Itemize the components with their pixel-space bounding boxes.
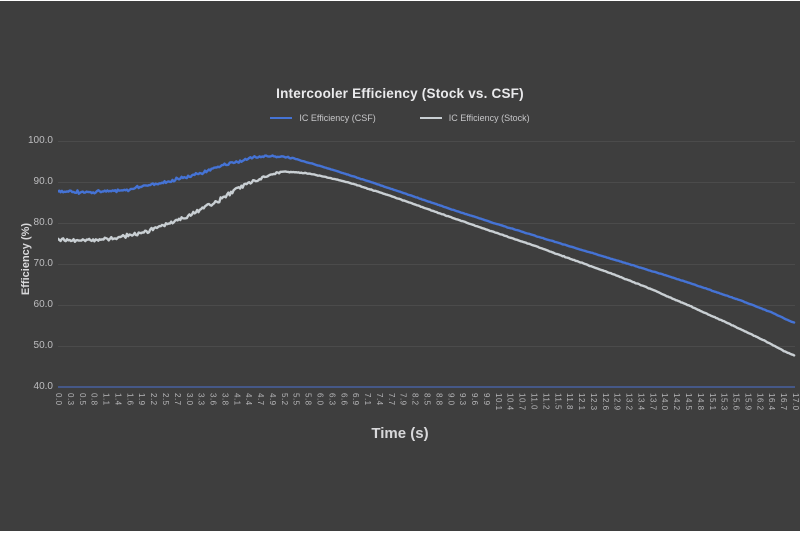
x-tick-label: 16.7 xyxy=(779,393,789,411)
csf-line-swatch xyxy=(270,117,293,119)
x-tick-label: 4.7 xyxy=(256,393,266,406)
x-tick-label: 8.8 xyxy=(434,393,444,406)
x-tick-label: 14.0 xyxy=(660,393,670,411)
y-tick-label: 90.0 xyxy=(33,176,53,187)
x-tick-label: 12.1 xyxy=(577,393,587,411)
x-tick-label: 7.7 xyxy=(386,393,396,406)
x-tick-label: 7.9 xyxy=(398,393,408,406)
x-axis-title: Time (s) xyxy=(371,425,429,442)
x-tick-label: 6.9 xyxy=(351,393,361,406)
x-tick-label: 10.7 xyxy=(517,393,527,411)
x-tick-label: 8.5 xyxy=(422,393,432,406)
y-tick-label: 40.0 xyxy=(33,381,53,392)
legend-item-csf: IC Efficiency (CSF) xyxy=(270,113,376,123)
y-tick-label: 50.0 xyxy=(33,340,53,351)
x-tick-label: 11.5 xyxy=(553,393,563,410)
x-tick-label: 4.4 xyxy=(244,393,254,406)
x-tick-label: 2.2 xyxy=(149,393,159,406)
x-tick-label: 0.0 xyxy=(54,393,63,406)
x-tick-label: 7.4 xyxy=(374,393,384,406)
x-tick-label: 11.0 xyxy=(529,393,539,410)
x-tick-label: 12.6 xyxy=(600,393,610,411)
x-tick-label: 4.9 xyxy=(267,393,277,406)
x-tick-label: 11.2 xyxy=(541,393,551,410)
x-tick-label: 3.8 xyxy=(220,393,230,406)
x-tick-label: 14.2 xyxy=(672,393,682,411)
x-tick-label: 15.9 xyxy=(743,393,753,411)
x-tick-label: 10.4 xyxy=(505,393,515,411)
x-tick-label: 6.0 xyxy=(315,393,325,406)
legend: IC Efficiency (CSF) IC Efficiency (Stock… xyxy=(0,110,800,126)
x-tick-label: 5.8 xyxy=(303,393,313,406)
x-tick-label: 17.0 xyxy=(791,393,800,411)
x-tick-label: 14.8 xyxy=(695,393,705,411)
x-tick-label: 16.4 xyxy=(767,393,777,411)
chart-title: Intercooler Efficiency (Stock vs. CSF) xyxy=(276,86,524,101)
x-tick-label: 3.6 xyxy=(208,393,218,406)
legend-label-stock: IC Efficiency (Stock) xyxy=(448,113,530,123)
x-tick-label: 9.9 xyxy=(481,393,491,406)
x-tick-label: 1.9 xyxy=(137,393,147,406)
top-frame-edge xyxy=(0,0,800,1)
x-tick-label: 2.7 xyxy=(172,393,182,406)
x-tick-label: 5.2 xyxy=(279,393,289,406)
x-tick-label: 0.5 xyxy=(77,393,87,406)
x-tick-label: 13.7 xyxy=(648,393,658,411)
x-tick-labels: 0.0 0.3 0.5 0.8 1.1 1.4 1.6 1.9 2.2 2.5 2.7 3.0 3.3 3… xyxy=(54,392,800,424)
x-tick-label: 7.1 xyxy=(363,393,373,406)
legend-item-stock: IC Efficiency (Stock) xyxy=(419,113,530,123)
x-tick-label: 2.5 xyxy=(160,393,170,406)
y-tick-label: 70.0 xyxy=(33,258,53,269)
x-tick-label: 10.1 xyxy=(493,393,503,411)
x-tick-label: 3.3 xyxy=(196,393,206,406)
y-tick-label: 80.0 xyxy=(33,217,53,228)
x-tick-label: 8.2 xyxy=(410,393,420,406)
bottom-frame-edge xyxy=(0,531,800,533)
x-tick-label: 9.3 xyxy=(458,393,468,406)
plot-area xyxy=(58,141,796,388)
x-tick-label: 14.5 xyxy=(684,393,694,411)
x-tick-label: 12.3 xyxy=(588,393,598,411)
legend-label-csf: IC Efficiency (CSF) xyxy=(299,113,376,123)
series-csf-line xyxy=(58,154,796,324)
x-tick-label: 15.3 xyxy=(719,393,729,411)
x-tick-label: 1.4 xyxy=(113,393,123,406)
x-tick-label: 1.1 xyxy=(101,393,111,406)
x-tick-label: 4.1 xyxy=(232,393,242,406)
x-tick-label: 15.6 xyxy=(731,393,741,411)
x-tick-label: 16.2 xyxy=(755,393,765,411)
stock-line-swatch xyxy=(419,117,442,119)
x-tick-label: 3.0 xyxy=(184,393,194,406)
x-tick-label: 0.3 xyxy=(65,393,75,406)
x-tick-label: 1.6 xyxy=(125,393,135,406)
x-tick-label: 9.6 xyxy=(470,393,480,406)
x-tick-label: 15.1 xyxy=(707,393,717,411)
x-tick-label: 12.9 xyxy=(612,393,622,411)
y-tick-label: 60.0 xyxy=(33,299,53,310)
x-tick-label: 5.5 xyxy=(291,393,301,406)
x-tick-label: 13.4 xyxy=(636,393,646,411)
x-tick-label: 0.8 xyxy=(89,393,99,406)
x-tick-label: 13.2 xyxy=(624,393,634,411)
x-tick-label: 6.3 xyxy=(327,393,337,406)
y-tick-label: 100.0 xyxy=(27,135,53,146)
x-tick-label: 9.0 xyxy=(446,393,456,406)
x-tick-label: 6.6 xyxy=(339,393,349,406)
x-tick-label: 11.8 xyxy=(565,393,575,410)
series-stock-line xyxy=(58,170,796,357)
